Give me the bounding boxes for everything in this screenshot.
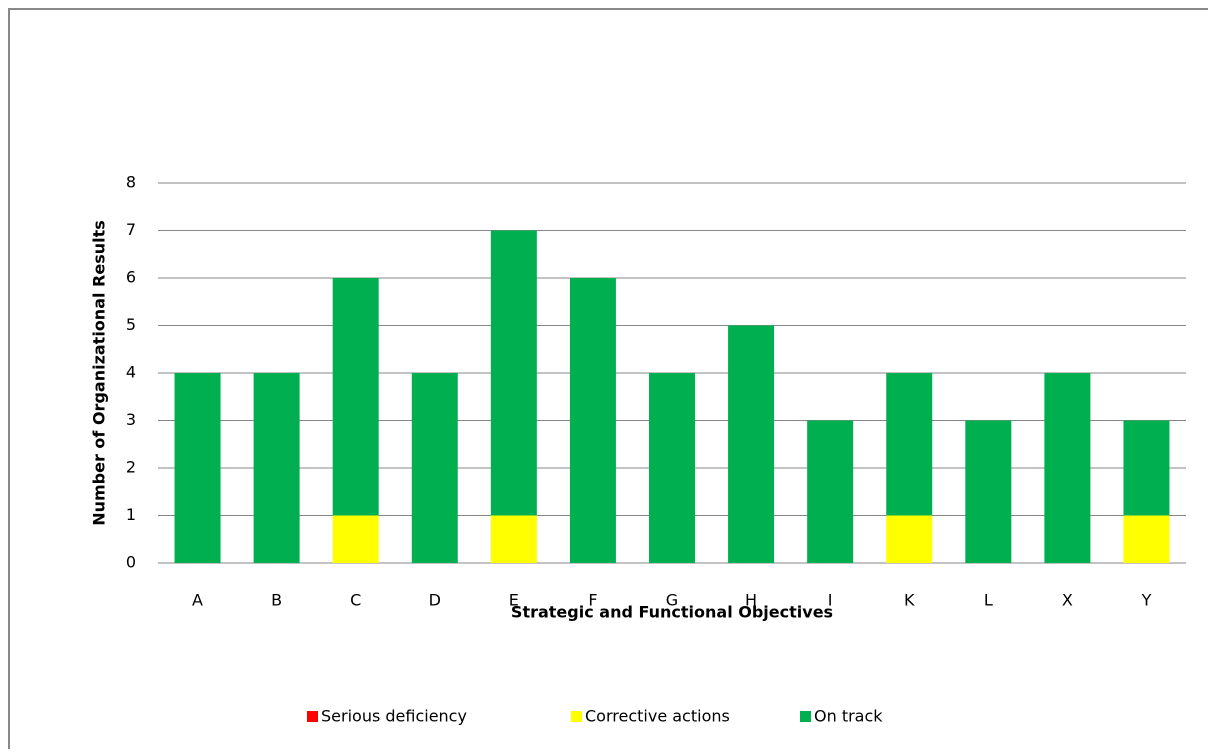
legend-swatch bbox=[800, 711, 811, 722]
x-tick-label: G bbox=[666, 591, 678, 610]
bar-segment bbox=[1044, 373, 1091, 563]
x-tick-label: F bbox=[588, 591, 597, 610]
y-axis-title: Number of Organizational Results bbox=[90, 220, 109, 526]
bar-segment bbox=[807, 420, 854, 563]
y-tick-label: 1 bbox=[126, 505, 136, 524]
y-tick-label: 6 bbox=[126, 268, 136, 287]
legend-label: Corrective actions bbox=[585, 707, 730, 726]
x-tick-label: E bbox=[509, 591, 519, 610]
bar-segment bbox=[886, 373, 933, 516]
x-tick-label: D bbox=[429, 591, 441, 610]
y-tick-label: 7 bbox=[126, 220, 136, 239]
x-tick-label: A bbox=[192, 591, 203, 610]
bar-segment bbox=[490, 230, 537, 516]
bar-segment bbox=[332, 515, 379, 563]
legend-label: Serious deficiency bbox=[321, 707, 467, 726]
legend-label: On track bbox=[814, 707, 883, 726]
bar-segment bbox=[332, 278, 379, 516]
y-tick-label: 0 bbox=[126, 553, 136, 572]
x-tick-label: K bbox=[904, 591, 915, 610]
y-tick-label: 4 bbox=[126, 363, 136, 382]
legend-swatch bbox=[571, 711, 582, 722]
legend-swatch bbox=[307, 711, 318, 722]
x-tick-label: L bbox=[984, 591, 993, 610]
bar-segment bbox=[174, 373, 221, 563]
x-tick-label: X bbox=[1062, 591, 1073, 610]
x-tick-label: C bbox=[350, 591, 361, 610]
bar-segment bbox=[411, 373, 458, 563]
y-tick-label: 3 bbox=[126, 410, 136, 429]
bar-segment bbox=[728, 325, 775, 563]
y-tick-label: 8 bbox=[126, 173, 136, 192]
bar-segment bbox=[886, 515, 933, 563]
bar-segment bbox=[1123, 515, 1170, 563]
bar-segment bbox=[253, 373, 300, 563]
bar-segment bbox=[569, 278, 616, 563]
y-tick-label: 2 bbox=[126, 458, 136, 477]
x-tick-label: I bbox=[828, 591, 833, 610]
x-tick-label: B bbox=[271, 591, 282, 610]
x-axis-title: Strategic and Functional Objectives bbox=[511, 603, 833, 622]
bar-segment bbox=[649, 373, 695, 563]
bar-segment bbox=[490, 515, 537, 563]
bar-segment bbox=[1123, 420, 1170, 516]
x-tick-label: H bbox=[745, 591, 757, 610]
x-tick-label: Y bbox=[1141, 591, 1152, 610]
y-tick-label: 5 bbox=[126, 315, 136, 334]
bar-segment bbox=[965, 420, 1012, 563]
